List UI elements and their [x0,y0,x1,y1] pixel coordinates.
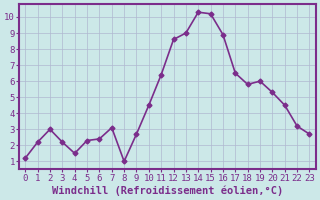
X-axis label: Windchill (Refroidissement éolien,°C): Windchill (Refroidissement éolien,°C) [52,185,283,196]
